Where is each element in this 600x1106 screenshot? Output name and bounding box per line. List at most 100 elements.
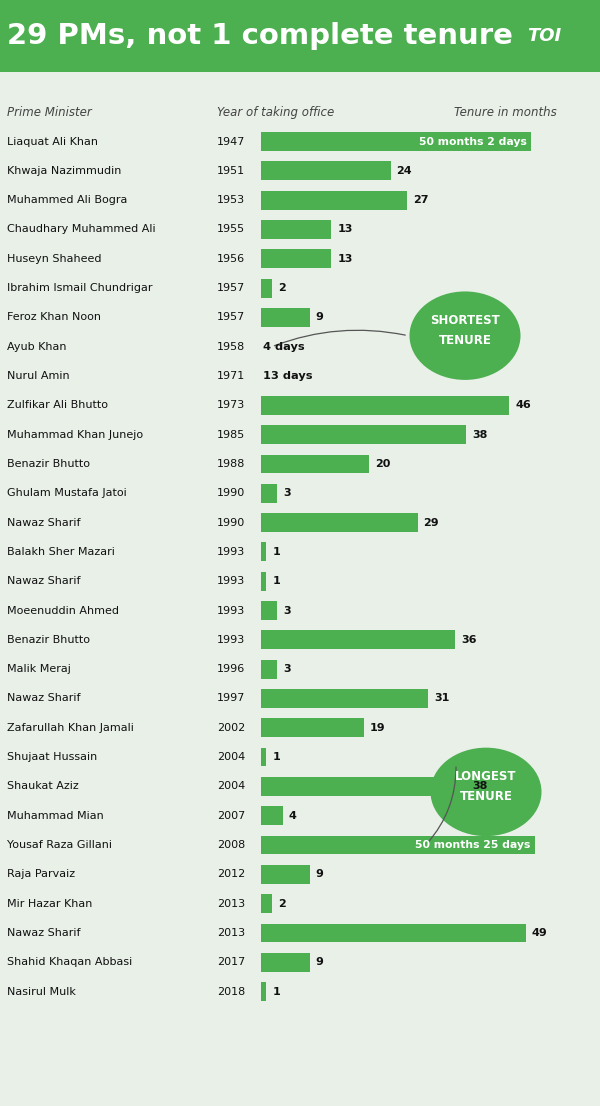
Text: 1996: 1996 (217, 664, 245, 675)
Text: Tenure in months: Tenure in months (454, 106, 557, 119)
Text: Benazir Bhutto: Benazir Bhutto (7, 459, 90, 469)
FancyBboxPatch shape (261, 543, 266, 562)
FancyBboxPatch shape (261, 748, 266, 766)
FancyBboxPatch shape (261, 952, 310, 972)
Text: Nawaz Sharif: Nawaz Sharif (7, 518, 80, 528)
Text: 2012: 2012 (217, 869, 245, 879)
Text: Muhammad Mian: Muhammad Mian (7, 811, 104, 821)
Text: 1955: 1955 (217, 225, 245, 234)
Text: Liaquat Ali Khan: Liaquat Ali Khan (7, 136, 98, 147)
Text: 1988: 1988 (217, 459, 245, 469)
Text: Moeenuddin Ahmed: Moeenuddin Ahmed (7, 605, 119, 616)
Text: Chaudhary Muhammed Ali: Chaudhary Muhammed Ali (7, 225, 156, 234)
Ellipse shape (409, 291, 521, 380)
Text: 2018: 2018 (217, 987, 245, 997)
Text: 1958: 1958 (217, 342, 245, 352)
Text: 19: 19 (370, 722, 385, 733)
Text: 9: 9 (316, 312, 323, 323)
Text: 36: 36 (461, 635, 477, 645)
FancyBboxPatch shape (261, 602, 277, 619)
Text: 50 months 2 days: 50 months 2 days (419, 136, 527, 147)
Text: Huseyn Shaheed: Huseyn Shaheed (7, 253, 102, 264)
Text: 1: 1 (272, 576, 280, 586)
FancyBboxPatch shape (261, 894, 272, 912)
Text: SHORTEST: SHORTEST (430, 314, 500, 326)
Text: 9: 9 (316, 869, 323, 879)
Text: Nawaz Sharif: Nawaz Sharif (7, 576, 80, 586)
Text: Nurul Amin: Nurul Amin (7, 371, 70, 382)
Text: 38: 38 (472, 429, 488, 440)
Text: 49: 49 (532, 928, 547, 938)
FancyBboxPatch shape (0, 0, 600, 72)
Text: Zafarullah Khan Jamali: Zafarullah Khan Jamali (7, 722, 134, 733)
Text: 2: 2 (278, 898, 286, 909)
Text: Khwaja Nazimmudin: Khwaja Nazimmudin (7, 166, 122, 176)
Text: 1990: 1990 (217, 488, 245, 499)
Text: Yousaf Raza Gillani: Yousaf Raza Gillani (7, 839, 112, 851)
Text: 29 PMs, not 1 complete tenure: 29 PMs, not 1 complete tenure (7, 22, 513, 51)
Text: 1990: 1990 (217, 518, 245, 528)
Text: 2004: 2004 (217, 781, 245, 792)
Text: Year of taking office: Year of taking office (217, 106, 334, 119)
Text: 2013: 2013 (217, 898, 245, 909)
FancyBboxPatch shape (261, 865, 310, 884)
Text: 1956: 1956 (217, 253, 245, 264)
Text: Ayub Khan: Ayub Khan (7, 342, 67, 352)
Text: TENURE: TENURE (460, 790, 512, 803)
Text: 20: 20 (375, 459, 391, 469)
Text: 9: 9 (316, 957, 323, 968)
FancyBboxPatch shape (261, 279, 272, 298)
Text: Shujaat Hussain: Shujaat Hussain (7, 752, 97, 762)
FancyBboxPatch shape (261, 396, 509, 415)
FancyBboxPatch shape (261, 689, 428, 708)
Text: TOI: TOI (527, 28, 562, 45)
Text: Muhammed Ali Bogra: Muhammed Ali Bogra (7, 195, 128, 206)
Text: 27: 27 (413, 195, 428, 206)
FancyBboxPatch shape (261, 719, 364, 738)
Text: 2013: 2013 (217, 928, 245, 938)
Text: Shahid Khaqan Abbasi: Shahid Khaqan Abbasi (7, 957, 133, 968)
Text: Zulfikar Ali Bhutto: Zulfikar Ali Bhutto (7, 400, 108, 410)
Text: 4 days: 4 days (263, 342, 305, 352)
FancyBboxPatch shape (261, 132, 532, 150)
Text: 3: 3 (283, 488, 291, 499)
FancyBboxPatch shape (261, 572, 266, 591)
FancyBboxPatch shape (261, 776, 466, 796)
FancyBboxPatch shape (261, 220, 331, 239)
FancyBboxPatch shape (261, 806, 283, 825)
Text: 1947: 1947 (217, 136, 245, 147)
FancyBboxPatch shape (261, 924, 526, 942)
Text: 31: 31 (434, 693, 450, 703)
Text: Ibrahim Ismail Chundrigar: Ibrahim Ismail Chundrigar (7, 283, 152, 293)
Text: LONGEST: LONGEST (455, 770, 517, 783)
Text: Feroz Khan Noon: Feroz Khan Noon (7, 312, 101, 323)
Text: Nawaz Sharif: Nawaz Sharif (7, 928, 80, 938)
Ellipse shape (431, 748, 542, 836)
Text: Raja Parvaiz: Raja Parvaiz (7, 869, 76, 879)
FancyBboxPatch shape (261, 513, 418, 532)
Text: 1957: 1957 (217, 283, 245, 293)
Text: Shaukat Aziz: Shaukat Aziz (7, 781, 79, 792)
Text: Mir Hazar Khan: Mir Hazar Khan (7, 898, 92, 909)
Text: 1: 1 (272, 546, 280, 557)
FancyBboxPatch shape (261, 307, 310, 327)
Text: 3: 3 (283, 664, 291, 675)
Text: Prime Minister: Prime Minister (7, 106, 92, 119)
Text: 1993: 1993 (217, 605, 245, 616)
Text: Balakh Sher Mazari: Balakh Sher Mazari (7, 546, 115, 557)
Text: 38: 38 (472, 781, 488, 792)
Text: 4: 4 (289, 811, 296, 821)
FancyBboxPatch shape (261, 836, 535, 854)
Text: 1993: 1993 (217, 635, 245, 645)
Text: Malik Meraj: Malik Meraj (7, 664, 71, 675)
Text: 1951: 1951 (217, 166, 245, 176)
FancyBboxPatch shape (261, 483, 277, 502)
Text: 1985: 1985 (217, 429, 245, 440)
Text: 2002: 2002 (217, 722, 245, 733)
Text: Nasirul Mulk: Nasirul Mulk (7, 987, 76, 997)
FancyBboxPatch shape (261, 630, 455, 649)
Text: 1957: 1957 (217, 312, 245, 323)
Text: 46: 46 (515, 400, 531, 410)
Text: 2004: 2004 (217, 752, 245, 762)
Text: 2: 2 (278, 283, 286, 293)
